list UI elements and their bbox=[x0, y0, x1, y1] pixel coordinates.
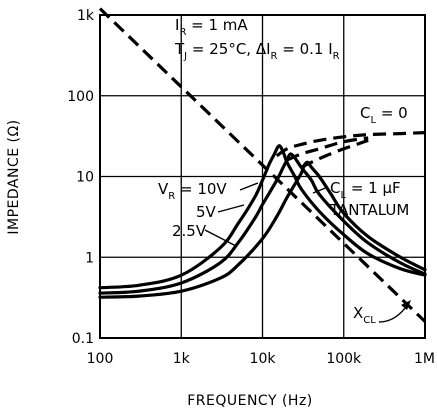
x-tick-label: 1k bbox=[173, 351, 191, 367]
x-tick-label: 10k bbox=[250, 351, 277, 367]
series-line-2 bbox=[286, 136, 369, 162]
arrow-xcl-head bbox=[401, 300, 411, 310]
label-5v: 5V bbox=[196, 203, 217, 221]
condition-tj: TJ = 25°C, ΔIR = 0.1 IR bbox=[174, 40, 340, 62]
series-line-0 bbox=[98, 7, 427, 323]
series-line-5 bbox=[98, 152, 427, 295]
arrow-5v bbox=[217, 204, 245, 213]
y-tick-label: 10 bbox=[76, 170, 94, 186]
series-line-6 bbox=[98, 160, 427, 299]
condition-ir: IR = 1 mA bbox=[175, 16, 248, 38]
x-tick-label: 100 bbox=[87, 351, 114, 367]
x-tick-label: 1M bbox=[414, 351, 435, 367]
annotation-arrows bbox=[204, 182, 411, 323]
y-tick-label: 1k bbox=[77, 8, 95, 24]
y-tick-label: 0.1 bbox=[72, 331, 94, 347]
arrow-2-5v bbox=[204, 229, 237, 247]
label-xcl: XCL bbox=[353, 304, 376, 326]
arrow-10v bbox=[239, 182, 259, 191]
y-tick-label: 1 bbox=[85, 250, 94, 266]
x-tick-label: 100k bbox=[326, 351, 362, 367]
label-cl-1uf: CL = 1 μF bbox=[330, 179, 401, 201]
x-axis-title: FREQUENCY (Hz) bbox=[187, 393, 313, 409]
label-vr-10v: VR = 10V bbox=[158, 180, 227, 202]
series-line-4 bbox=[98, 144, 427, 290]
y-tick-label: 100 bbox=[67, 89, 94, 105]
tick-labels: 100 1k 10k 100k 1M 1k 100 10 1 0.1 bbox=[67, 8, 435, 367]
arrow-cl-1uf bbox=[312, 186, 329, 194]
plot-frame bbox=[99, 14, 426, 339]
series-line-1 bbox=[275, 131, 426, 158]
y-axis-title: IMPEDANCE (Ω) bbox=[6, 119, 22, 234]
label-2-5v: 2.5V bbox=[172, 222, 207, 240]
label-cl-zero: CL = 0 bbox=[360, 104, 408, 126]
series-group bbox=[98, 7, 427, 323]
label-tantalum: TANTALUM bbox=[329, 201, 409, 219]
